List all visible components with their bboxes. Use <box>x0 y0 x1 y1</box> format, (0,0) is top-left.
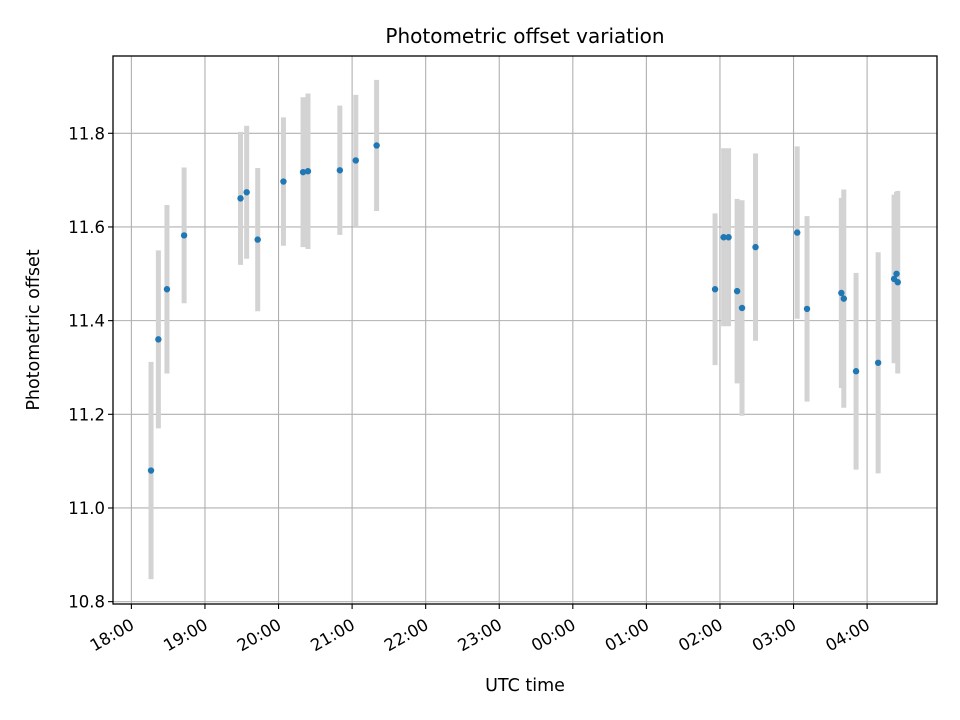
data-point <box>352 157 359 164</box>
data-point <box>720 234 727 241</box>
y-axis-label: Photometric offset <box>24 249 44 410</box>
y-tick-label: 11.4 <box>68 312 105 331</box>
data-point <box>893 270 900 277</box>
data-point <box>852 368 860 375</box>
data-point <box>280 178 287 185</box>
y-tick-label: 11.6 <box>68 218 105 237</box>
data-point <box>874 359 882 366</box>
chart-title: Photometric offset variation <box>385 24 664 48</box>
data-point <box>738 304 746 312</box>
grid <box>113 56 937 604</box>
data-point <box>894 279 901 286</box>
x-axis-label: UTC time <box>485 676 565 696</box>
data-point <box>794 229 801 236</box>
data-point <box>254 236 261 243</box>
data-point <box>803 305 811 313</box>
data-point <box>163 286 171 293</box>
data-point <box>838 289 845 297</box>
y-tick-label: 11.0 <box>68 499 105 518</box>
data-point <box>733 287 741 295</box>
data-point <box>840 295 848 302</box>
data-point <box>299 168 307 176</box>
y-tick-label: 11.8 <box>68 124 105 143</box>
y-tick-label: 11.2 <box>68 405 105 424</box>
data-points <box>147 142 901 474</box>
data-point <box>752 243 759 251</box>
data-point <box>243 189 250 196</box>
data-point <box>711 286 719 293</box>
y-axis-ticks: 10.8 11.0 11.2 11.4 11.6 11.8 <box>68 124 113 612</box>
data-point <box>180 232 188 239</box>
y-tick-label: 10.8 <box>68 593 105 612</box>
data-point <box>147 467 155 474</box>
data-point <box>304 168 312 175</box>
data-point <box>336 167 344 174</box>
data-point <box>237 195 244 202</box>
plot-frame <box>112 55 938 605</box>
data-point <box>155 336 162 343</box>
data-point <box>725 234 732 241</box>
data-point <box>373 142 380 149</box>
